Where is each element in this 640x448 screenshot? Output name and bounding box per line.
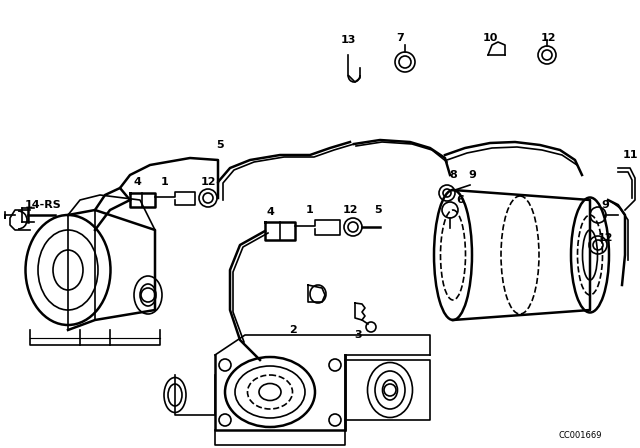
Text: 5: 5 [216,140,224,150]
Text: 14-RS: 14-RS [25,200,61,210]
Text: 6: 6 [456,195,464,205]
Text: 12: 12 [540,33,556,43]
Text: 5: 5 [374,205,382,215]
Text: 7: 7 [396,33,404,43]
Text: 1: 1 [161,177,169,187]
Text: 8: 8 [449,170,457,180]
Text: 4: 4 [266,207,274,217]
Text: 9: 9 [468,170,476,180]
Text: 3: 3 [354,330,362,340]
Text: 1: 1 [306,205,314,215]
Text: CC001669: CC001669 [558,431,602,439]
Text: 13: 13 [340,35,356,45]
Text: 12: 12 [200,177,216,187]
Text: 9: 9 [601,200,609,210]
Text: 12: 12 [342,205,358,215]
Text: 11: 11 [622,150,637,160]
Text: 2: 2 [289,325,297,335]
Text: 10: 10 [483,33,498,43]
Text: 4: 4 [133,177,141,187]
Text: 12: 12 [597,233,612,243]
